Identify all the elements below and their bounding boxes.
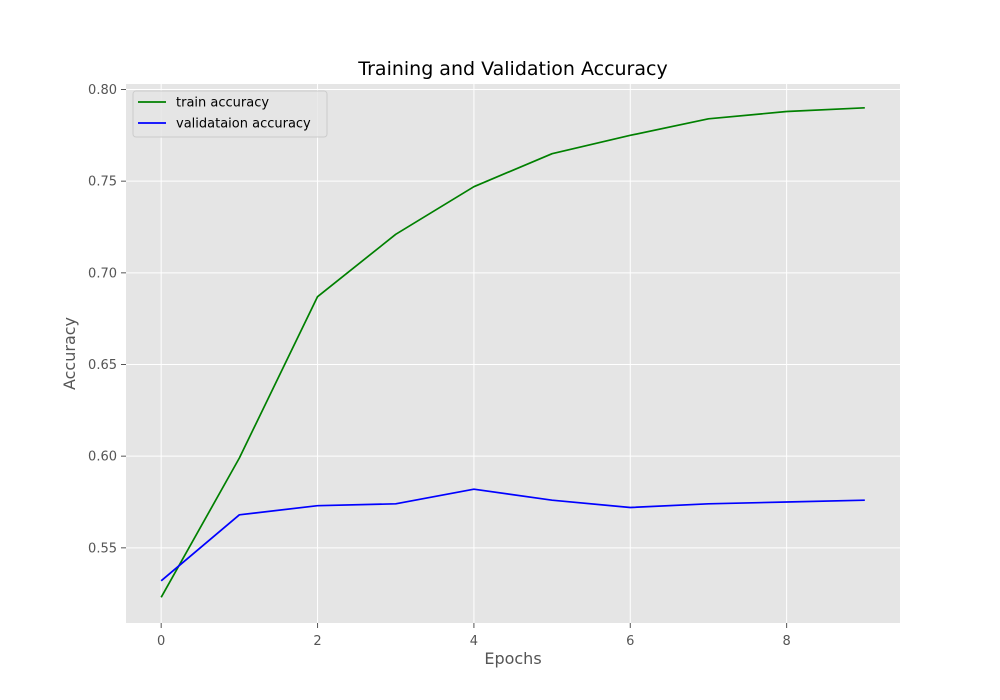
legend-label: train accuracy — [176, 96, 269, 111]
y-tick-label: 0.80 — [88, 83, 117, 98]
x-tick-label: 4 — [470, 634, 478, 649]
x-tick-label: 0 — [157, 634, 165, 649]
y-axis-label: Accuracy — [60, 317, 79, 390]
x-tick-label: 8 — [782, 634, 790, 649]
legend: train accuracy validataion accuracy — [132, 90, 328, 138]
axis-ticks: 0 2 4 6 8 0.55 0.60 0.65 0.70 0.75 0.80 — [88, 83, 791, 649]
series-lines — [160, 106, 865, 598]
y-tick-label: 0.60 — [88, 450, 117, 465]
x-tick-label: 2 — [313, 634, 321, 649]
y-tick-label: 0.55 — [88, 541, 117, 556]
y-tick-label: 0.70 — [88, 266, 117, 281]
y-tick-label: 0.75 — [88, 175, 117, 190]
x-tick-label: 6 — [626, 634, 634, 649]
plot-area — [126, 84, 900, 623]
legend-label: validataion accuracy — [176, 117, 311, 132]
y-tick-label: 0.65 — [88, 358, 117, 373]
x-axis-label: Epochs — [484, 649, 541, 668]
series-line-validation-accuracy — [160, 488, 865, 582]
chart-title: Training and Validation Accuracy — [357, 58, 667, 80]
legend-box — [132, 90, 328, 138]
series-line-train-accuracy — [160, 106, 865, 598]
grid-lines — [126, 84, 900, 623]
